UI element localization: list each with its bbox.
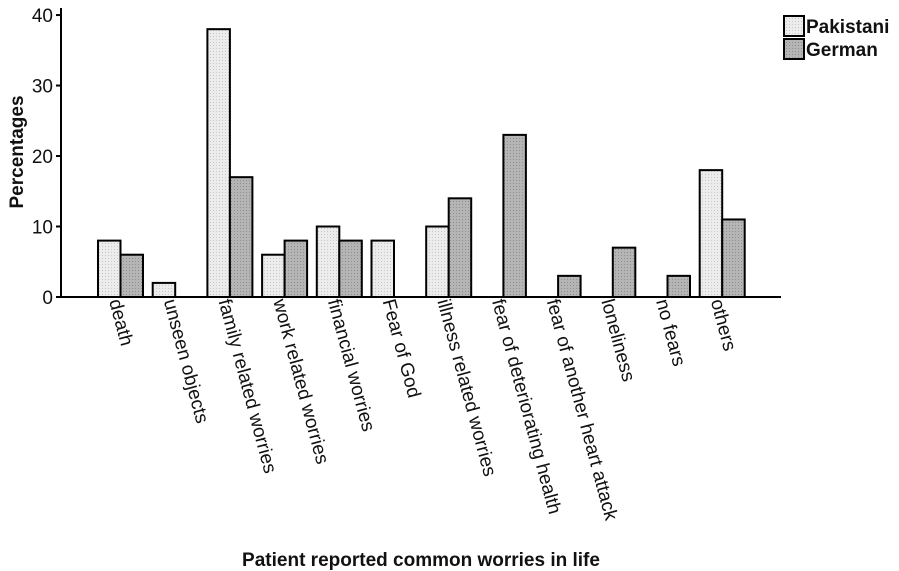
x-tick-label-others: others xyxy=(706,297,740,353)
bar-pakistani-fear-of-god xyxy=(370,239,395,298)
bar-german-fear-of-another-heart-attack xyxy=(557,274,582,299)
bar-pakistani-death xyxy=(97,239,122,298)
y-tick-label-0: 0 xyxy=(42,288,53,309)
x-labels-group: death unseen objects family related worrie… xyxy=(104,296,740,523)
bar-pakistani-unseen-objects xyxy=(151,281,177,298)
bar-pakistani-work-related-worries xyxy=(261,253,286,299)
y-axis-title: Percentages xyxy=(7,95,28,208)
bar-pakistani-illness-related-worries xyxy=(425,225,450,298)
bar-german-work-related-worries xyxy=(283,239,309,298)
y-tick-label-30: 30 xyxy=(32,77,53,98)
y-ticks-group: 0 10 20 30 40 xyxy=(32,6,61,309)
x-tick-label-unseen-objects: unseen objects xyxy=(159,297,212,426)
x-tick-label-loneliness: loneliness xyxy=(596,297,638,384)
bar-german-fear-of-deteriorating-health xyxy=(502,133,527,298)
y-tick-label-10: 10 xyxy=(32,218,53,239)
bar-german-death xyxy=(119,253,144,299)
x-tick-label-work-related-worries: work related worries xyxy=(268,296,333,467)
legend-swatch-pakistani xyxy=(783,15,805,37)
y-tick-label-20: 20 xyxy=(32,147,53,168)
bar-german-family-related-worries xyxy=(228,176,254,298)
bar-pakistani-financial-worries xyxy=(315,225,341,298)
bar-german-illness-related-worries xyxy=(447,197,473,299)
legend-label-german: German xyxy=(806,40,878,61)
x-axis-title: Patient reported common worries in life xyxy=(242,550,600,571)
x-tick-label-death: death xyxy=(104,297,137,348)
x-tick-label-financial-worries: financial worries xyxy=(323,297,379,434)
y-tick-label-40: 40 xyxy=(32,6,53,27)
legend-swatch-german xyxy=(783,38,805,60)
bar-pakistani-others xyxy=(698,169,724,298)
bar-german-financial-worries xyxy=(338,239,363,298)
bar-german-no-fears xyxy=(666,274,691,299)
bar-german-loneliness xyxy=(611,246,637,299)
x-tick-label-no-fears: no fears xyxy=(651,297,689,369)
legend-label-pakistani: Pakistani xyxy=(806,17,889,38)
bars-group xyxy=(97,28,746,299)
x-tick-label-illness-related-worries: illness related worries xyxy=(432,297,500,479)
bar-german-others xyxy=(721,218,746,299)
bar-pakistani-family-related-worries xyxy=(206,28,231,299)
x-tick-label-family-related-worries: family related worries xyxy=(214,297,281,476)
x-tick-label-fear-of-god: Fear of God xyxy=(378,297,425,400)
